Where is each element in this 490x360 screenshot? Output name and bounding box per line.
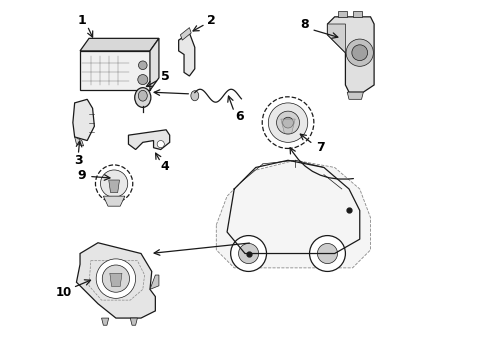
Text: 8: 8 xyxy=(300,18,309,31)
Ellipse shape xyxy=(191,91,199,101)
Circle shape xyxy=(138,75,148,85)
Polygon shape xyxy=(73,99,95,140)
Polygon shape xyxy=(180,28,191,40)
Polygon shape xyxy=(327,24,345,53)
Polygon shape xyxy=(150,39,159,90)
Circle shape xyxy=(102,265,129,292)
Polygon shape xyxy=(347,92,364,99)
Polygon shape xyxy=(80,39,159,51)
Circle shape xyxy=(352,45,368,60)
Polygon shape xyxy=(110,273,122,287)
Polygon shape xyxy=(80,51,150,90)
Ellipse shape xyxy=(135,87,151,107)
Text: 3: 3 xyxy=(74,154,82,167)
Text: 7: 7 xyxy=(316,141,325,154)
Circle shape xyxy=(157,140,164,148)
Polygon shape xyxy=(281,119,295,134)
Circle shape xyxy=(100,170,128,197)
Polygon shape xyxy=(128,130,170,149)
Circle shape xyxy=(269,103,308,142)
Circle shape xyxy=(310,235,345,271)
Circle shape xyxy=(276,111,299,134)
Polygon shape xyxy=(76,243,155,318)
Polygon shape xyxy=(130,318,137,325)
Polygon shape xyxy=(109,180,120,193)
Polygon shape xyxy=(327,17,374,92)
Polygon shape xyxy=(216,160,370,268)
Text: 10: 10 xyxy=(56,287,72,300)
Circle shape xyxy=(239,243,259,264)
Circle shape xyxy=(318,243,338,264)
Circle shape xyxy=(283,117,294,128)
Polygon shape xyxy=(103,196,125,206)
Text: 2: 2 xyxy=(207,14,215,27)
Text: 1: 1 xyxy=(77,14,86,27)
Polygon shape xyxy=(353,12,362,17)
Text: 5: 5 xyxy=(161,69,170,82)
Circle shape xyxy=(96,165,133,202)
Circle shape xyxy=(96,259,136,298)
Circle shape xyxy=(262,97,314,148)
Circle shape xyxy=(346,39,373,66)
Circle shape xyxy=(139,61,147,69)
Polygon shape xyxy=(101,318,109,325)
Polygon shape xyxy=(74,137,84,146)
Polygon shape xyxy=(338,12,347,17)
Text: 9: 9 xyxy=(77,169,86,182)
Text: 6: 6 xyxy=(235,110,244,123)
Ellipse shape xyxy=(138,90,147,101)
Circle shape xyxy=(231,235,267,271)
Polygon shape xyxy=(150,275,159,289)
Text: 4: 4 xyxy=(160,160,169,173)
Polygon shape xyxy=(179,33,195,76)
